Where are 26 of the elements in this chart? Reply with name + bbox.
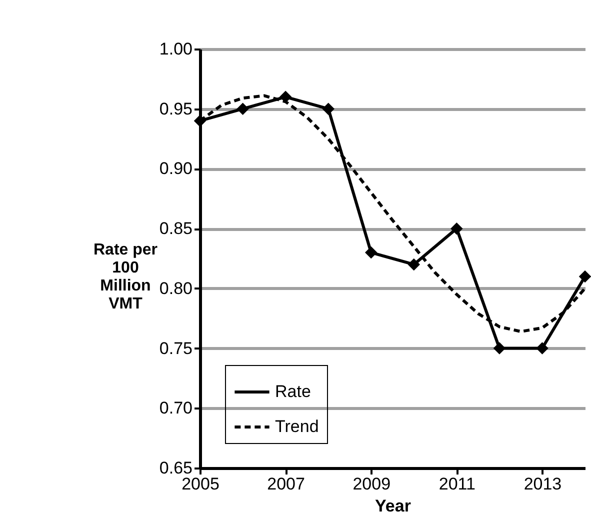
x-axis-title: Year: [375, 496, 412, 516]
y-tick-label: 0.85: [159, 219, 192, 238]
x-tick-label: 2005: [182, 474, 220, 494]
point: [493, 342, 506, 354]
point: [450, 222, 463, 235]
y-tick-label: 0.75: [159, 338, 192, 358]
point: [322, 102, 334, 115]
x-tick-label: 2011: [438, 474, 476, 494]
legend-label: Rate: [275, 382, 311, 401]
y-tick-label: 1.00: [159, 40, 192, 58]
point: [194, 114, 206, 127]
legend-label: Trend: [275, 417, 319, 436]
point: [236, 102, 249, 115]
y-tick-label: 0.65: [159, 458, 192, 478]
y-axis-title: Rate per 100 Million VMT: [93, 242, 158, 312]
y-tick-label: 0.80: [159, 278, 192, 298]
point: [578, 270, 591, 283]
y-tick-label: 0.70: [159, 398, 192, 418]
point: [536, 342, 548, 354]
x-tick-label: 2013: [524, 474, 562, 494]
point: [408, 258, 420, 271]
x-tick-label: 2009: [352, 474, 391, 494]
y-tick-label: 0.90: [159, 159, 192, 178]
y-tick-label: 0.95: [159, 99, 192, 118]
point: [364, 246, 378, 259]
x-tick-label: 2007: [267, 474, 305, 494]
